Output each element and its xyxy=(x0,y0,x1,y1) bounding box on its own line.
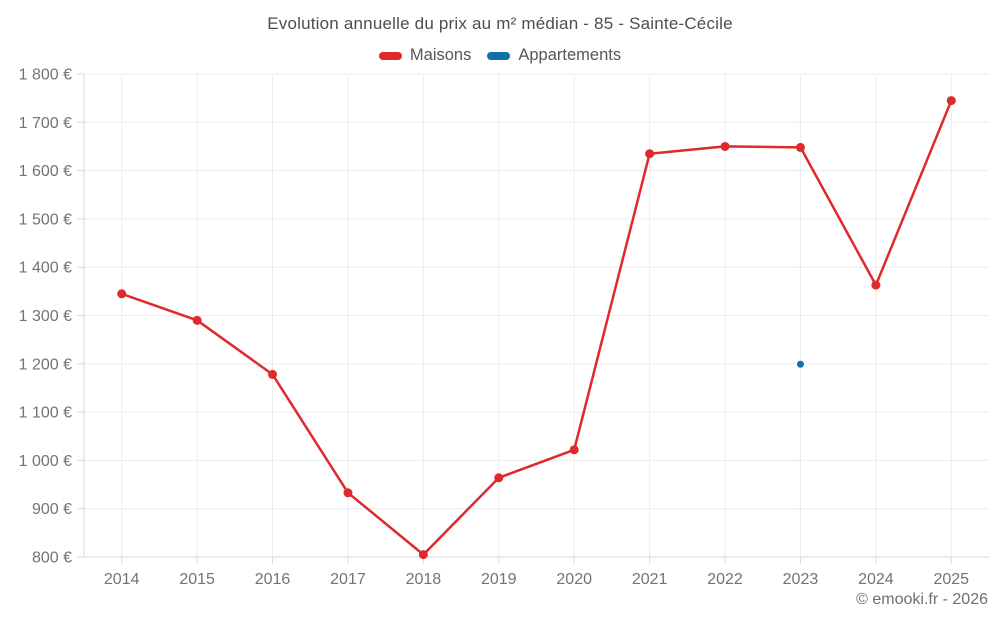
data-point-maisons-2020 xyxy=(569,445,579,455)
x-tick-label: 2021 xyxy=(632,571,668,588)
y-tick-label: 1 600 € xyxy=(19,163,72,180)
x-tick-label: 2022 xyxy=(707,571,743,588)
x-tick-label: 2019 xyxy=(481,571,517,588)
legend-label-maisons: Maisons xyxy=(409,46,472,64)
data-point-maisons-2014 xyxy=(117,289,127,299)
y-tick-label: 1 700 € xyxy=(19,115,72,132)
legend-item-appartements[interactable]: Appartements xyxy=(487,46,621,65)
y-tick-label: 1 300 € xyxy=(19,308,72,325)
x-tick-label: 2017 xyxy=(330,571,366,588)
legend-label-appartements: Appartements xyxy=(518,46,622,64)
data-point-maisons-2016 xyxy=(268,369,278,379)
maisons-series-swatch-icon xyxy=(378,51,402,60)
x-tick-label: 2015 xyxy=(179,571,215,588)
x-tick-label: 2014 xyxy=(104,571,140,588)
legend-item-maisons[interactable]: Maisons xyxy=(378,46,472,65)
y-tick-label: 1 800 € xyxy=(19,67,72,84)
copyright-text: © emooki.fr - 2026 xyxy=(856,591,988,608)
x-tick-label: 2025 xyxy=(933,571,969,588)
y-tick-label: 1 500 € xyxy=(19,211,72,228)
data-point-maisons-2018 xyxy=(418,550,428,560)
data-point-maisons-2021 xyxy=(645,149,655,159)
x-tick-label: 2020 xyxy=(556,571,592,588)
y-tick-label: 900 € xyxy=(32,501,72,518)
data-point-maisons-2022 xyxy=(720,141,730,151)
data-point-maisons-2015 xyxy=(192,315,202,325)
data-point-maisons-2024 xyxy=(871,280,881,290)
x-tick-label: 2016 xyxy=(255,571,291,588)
data-point-maisons-2023 xyxy=(795,142,805,152)
y-tick-label: 1 200 € xyxy=(19,356,72,373)
y-tick-label: 1 100 € xyxy=(19,405,72,422)
data-point-maisons-2025 xyxy=(946,96,956,106)
x-tick-label: 2023 xyxy=(783,571,819,588)
x-tick-label: 2018 xyxy=(406,571,442,588)
y-tick-label: 1 400 € xyxy=(19,260,72,277)
y-tick-label: 1 000 € xyxy=(19,453,72,470)
series-line-maisons xyxy=(120,99,953,556)
data-point-maisons-2017 xyxy=(343,488,353,498)
chart-legend: Maisons Appartements xyxy=(0,46,1000,65)
data-point-appartements-2023 xyxy=(796,360,804,368)
y-tick-label: 800 € xyxy=(32,550,72,567)
appartements-series-swatch-icon xyxy=(487,51,511,60)
chart-title: Evolution annuelle du prix au m² médian … xyxy=(267,14,733,33)
data-point-maisons-2019 xyxy=(494,473,504,483)
x-tick-label: 2024 xyxy=(858,571,894,588)
